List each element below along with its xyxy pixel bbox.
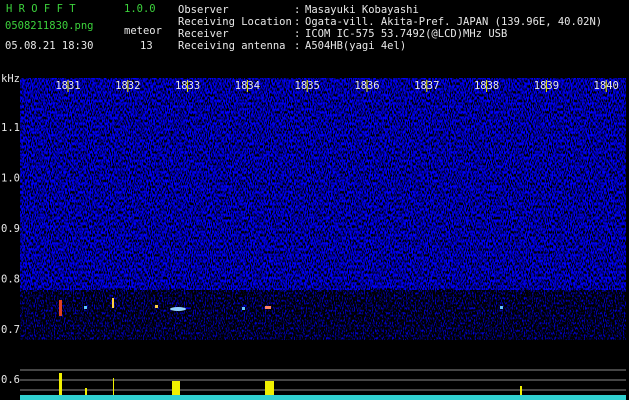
app-version: 1.0.0 (124, 3, 156, 15)
freq-unit: kHz (1, 73, 20, 85)
freq-label: 1.1 (1, 122, 20, 134)
separator-lines (20, 369, 626, 391)
time-label: 1832 (115, 80, 140, 92)
datetime: 05.08.21 18:30 (5, 40, 94, 52)
info-label: Receiver (178, 28, 229, 40)
info-value: Masayuki Kobayashi (305, 4, 419, 16)
freq-label: 0.9 (1, 223, 20, 235)
time-label: 1838 (474, 80, 499, 92)
info-separator: : (294, 28, 300, 40)
info-value: Ogata-vill. Akita-Pref. JAPAN (139.96E, … (305, 16, 602, 28)
file-name: 0508211830.png (5, 20, 94, 32)
time-label: 1833 (175, 80, 200, 92)
freq-label: 0.7 (1, 324, 20, 336)
time-label: 1839 (534, 80, 559, 92)
time-label: 1831 (55, 80, 80, 92)
meteor-count: 13 (140, 40, 153, 52)
time-label: 1840 (594, 80, 619, 92)
meteor-peaks (20, 373, 626, 400)
meteor-label: meteor (124, 25, 162, 37)
spectrogram (20, 78, 626, 290)
spectrogram-lower (20, 290, 626, 340)
info-separator: : (294, 16, 300, 28)
time-label: 1836 (354, 80, 379, 92)
freq-label: 0.8 (1, 274, 20, 286)
info-value: A504HB(yagi 4el) (305, 40, 406, 52)
info-label: Receiving Location (178, 16, 292, 28)
info-separator: : (294, 40, 300, 52)
info-value: ICOM IC-575 53.7492(@LCD)MHz USB (305, 28, 507, 40)
time-ticks (67, 80, 607, 92)
info-label: Observer (178, 4, 229, 16)
info-label: Receiving antenna (178, 40, 285, 52)
time-label: 1835 (295, 80, 320, 92)
meteor-echoes (59, 298, 503, 316)
time-label: 1837 (414, 80, 439, 92)
time-label: 1834 (235, 80, 260, 92)
lower-label: 0.6 (1, 374, 20, 386)
freq-label: 1.0 (1, 173, 20, 185)
info-separator: : (294, 4, 300, 16)
app-name: H R O F F T (6, 3, 76, 15)
